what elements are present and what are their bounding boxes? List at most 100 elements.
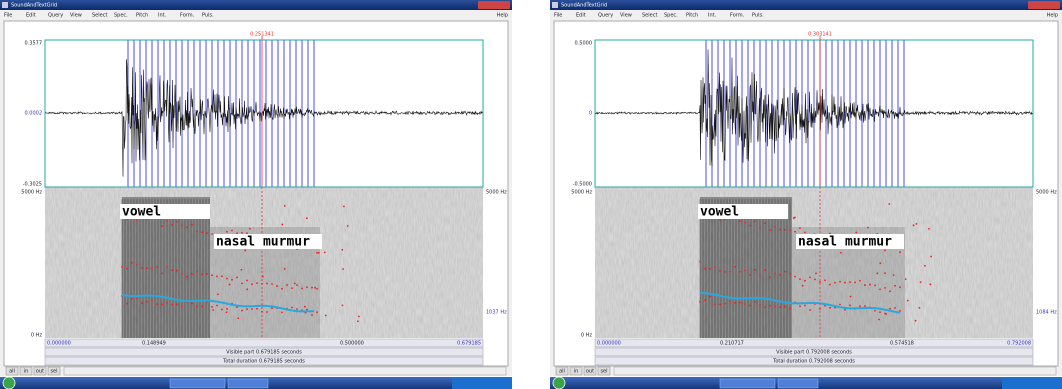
formant-dot — [824, 279, 826, 282]
taskbar-item[interactable] — [719, 378, 776, 389]
formant-dot — [211, 274, 213, 277]
formant-dot — [704, 299, 706, 302]
y-label: 5000 Hz — [1036, 190, 1057, 196]
formant-dot — [867, 226, 869, 229]
menu-item[interactable]: View — [620, 13, 632, 19]
menu-item[interactable]: Puls. — [202, 13, 214, 19]
formant-dot — [759, 274, 761, 277]
formant-dot — [804, 304, 806, 307]
zoom-button[interactable] — [47, 366, 61, 376]
formant-dot — [323, 251, 326, 254]
formant-dot — [291, 287, 293, 290]
zoom-button-label[interactable]: sel — [50, 369, 57, 375]
formant-dot — [849, 295, 852, 298]
zoom-button-label[interactable]: in — [24, 369, 29, 375]
formant-dot — [879, 311, 881, 314]
formant-dot — [794, 230, 796, 233]
cursor-time: 0.251341 — [250, 32, 274, 38]
menu-item[interactable]: Pitch — [686, 13, 698, 19]
formant-dot — [196, 230, 198, 233]
formant-dot — [724, 302, 726, 305]
formant-dot — [343, 205, 345, 208]
zoom-button-label[interactable]: out — [36, 369, 44, 375]
formant-dot — [186, 275, 188, 278]
pitch-track — [699, 292, 901, 314]
formant-dot — [915, 222, 918, 225]
y-label: -0.3025 — [23, 182, 42, 188]
menu-item[interactable]: Form. — [730, 13, 745, 19]
menu-item[interactable]: Spec. — [114, 13, 128, 19]
formant-dot — [779, 273, 781, 276]
menu-item[interactable]: Select — [642, 13, 657, 19]
menu-item[interactable]: Spec. — [664, 13, 678, 19]
menu-item[interactable]: Form. — [180, 13, 195, 19]
formant-dot — [804, 279, 806, 282]
formant-dot — [256, 307, 258, 310]
formant-dot — [889, 290, 891, 293]
zoom-button-label[interactable]: sel — [600, 369, 607, 375]
zoom-button[interactable] — [555, 366, 569, 376]
zoom-button[interactable] — [33, 366, 47, 376]
cursor-time: 0.303141 — [808, 32, 832, 38]
formant-dot — [121, 265, 123, 268]
menu-item[interactable]: Query — [48, 13, 63, 19]
formant-dot — [161, 303, 163, 306]
taskbar-item[interactable] — [169, 378, 226, 389]
formant-dot — [799, 227, 801, 229]
zoom-button-label[interactable]: out — [586, 369, 594, 375]
zoom-button[interactable] — [569, 366, 583, 376]
formant-dot — [779, 228, 781, 231]
formant-dot — [879, 288, 881, 291]
menu-item[interactable]: Select — [92, 13, 107, 19]
taskbar-item[interactable] — [227, 378, 269, 389]
zoom-button[interactable] — [583, 366, 597, 376]
formant-dot — [801, 284, 804, 287]
menu-item[interactable]: Pitch — [136, 13, 148, 19]
formant-dot — [704, 267, 706, 270]
zoom-button-label[interactable]: all — [9, 369, 15, 375]
menu-item[interactable]: Int. — [708, 13, 717, 19]
menu-item[interactable]: File — [554, 13, 562, 19]
zoom-button-label[interactable]: in — [574, 369, 579, 375]
formant-dot — [759, 226, 761, 229]
formant-dot — [739, 220, 741, 222]
menu-item[interactable]: Query — [598, 13, 613, 19]
formant-dot — [899, 286, 901, 289]
formant-dot — [151, 267, 153, 270]
formant-dot — [784, 270, 786, 273]
menu-item[interactable]: View — [70, 13, 82, 19]
start-button[interactable] — [2, 376, 16, 389]
formant-dot — [196, 305, 198, 308]
formant-dot — [719, 218, 721, 221]
formant-dot — [228, 283, 231, 286]
zoom-button[interactable] — [597, 366, 611, 376]
formant-dot — [216, 275, 218, 278]
menu-item[interactable]: Int. — [158, 13, 167, 19]
menu-item[interactable]: Edit — [26, 13, 36, 19]
formant-dot — [201, 273, 203, 276]
formant-dot — [714, 303, 716, 306]
formant-dot — [171, 269, 173, 272]
menu-item[interactable]: File — [4, 13, 12, 19]
formant-dot — [317, 251, 320, 254]
zoom-button[interactable] — [5, 366, 19, 376]
formant-dot — [316, 251, 318, 254]
formant-dot — [201, 231, 203, 234]
zoom-button[interactable] — [19, 366, 33, 376]
menu-help[interactable]: Help — [1047, 13, 1058, 19]
formant-dot — [131, 261, 133, 264]
taskbar-item[interactable] — [777, 378, 819, 389]
formant-dot — [792, 217, 795, 220]
zoom-button-label[interactable]: all — [559, 369, 565, 375]
menu-help[interactable]: Help — [497, 13, 508, 19]
start-button[interactable] — [552, 376, 566, 389]
formant-dot — [126, 302, 128, 305]
formant-dot — [799, 305, 801, 308]
formant-dot — [885, 313, 888, 315]
title-bar — [0, 0, 512, 10]
menu-item[interactable]: Edit — [576, 13, 586, 19]
waveform — [594, 49, 1034, 167]
menu-item[interactable]: Puls. — [752, 13, 764, 19]
formant-dot — [141, 302, 143, 304]
